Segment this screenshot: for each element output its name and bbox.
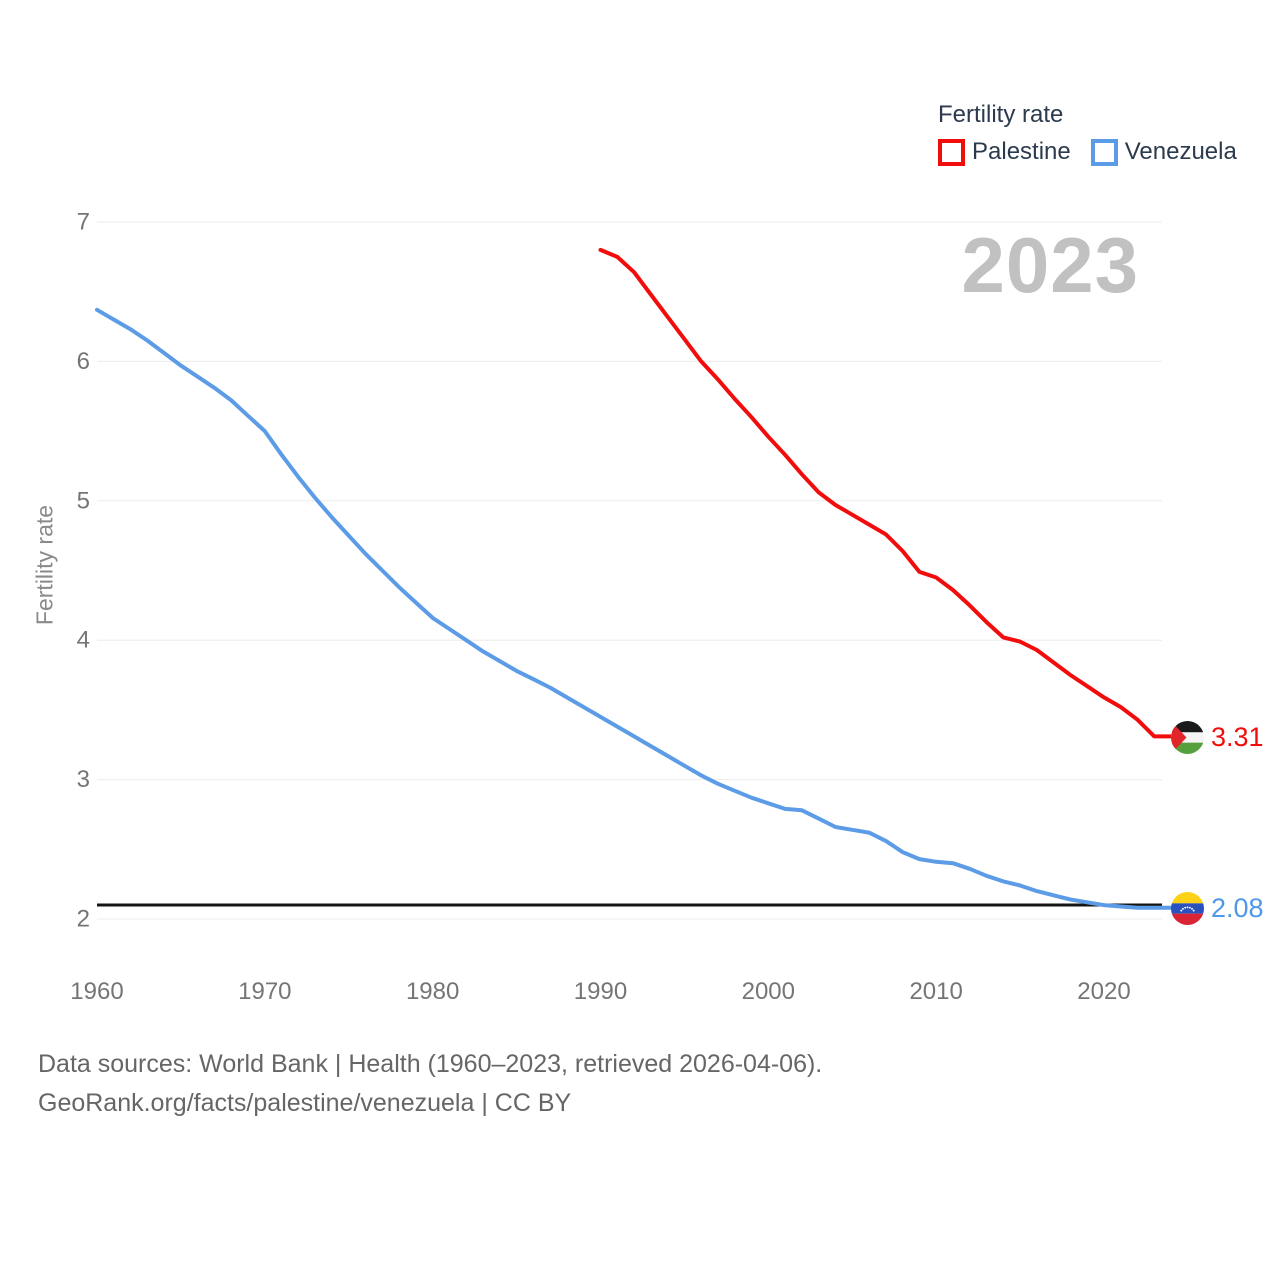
year-watermark: 2023 xyxy=(961,221,1139,309)
palestine-flag-icon xyxy=(1171,720,1204,754)
x-tick-label: 1960 xyxy=(70,978,123,1005)
legend-item-palestine[interactable]: Palestine xyxy=(938,138,1071,166)
legend-title: Fertility rate xyxy=(938,101,1064,128)
x-tick-label: 2020 xyxy=(1077,978,1130,1005)
y-tick-label: 7 xyxy=(77,209,90,236)
y-axis-title: Fertility rate xyxy=(31,504,58,626)
y-tick-label: 4 xyxy=(77,627,90,654)
x-tick-label: 1970 xyxy=(238,978,291,1005)
footer-data-sources: Data sources: World Bank | Health (1960–… xyxy=(38,1050,823,1078)
x-tick-label: 2010 xyxy=(909,978,962,1005)
legend-label-palestine: Palestine xyxy=(972,138,1071,165)
venezuela-swatch-icon xyxy=(1090,138,1118,166)
y-tick-label: 2 xyxy=(77,906,90,933)
palestine-line[interactable] xyxy=(598,247,1176,739)
x-tick-label: 1990 xyxy=(574,978,627,1005)
palestine-end-value: 3.31 xyxy=(1211,721,1264,752)
legend-label-venezuela: Venezuela xyxy=(1124,138,1237,165)
x-tick-label: 1980 xyxy=(406,978,459,1005)
palestine-end-label: 3.31 xyxy=(1171,720,1264,754)
legend-items: Palestine Venezuela xyxy=(938,138,1237,166)
footer: Data sources: World Bank | Health (1960–… xyxy=(38,1045,822,1123)
y-tick-label: 6 xyxy=(77,348,90,375)
x-tick-label: 2000 xyxy=(742,978,795,1005)
venezuela-line[interactable] xyxy=(95,307,1176,910)
y-tick-label: 3 xyxy=(77,766,90,793)
venezuela-end-value: 2.08 xyxy=(1211,892,1264,923)
legend-item-venezuela[interactable]: Venezuela xyxy=(1090,138,1237,166)
venezuela-flag-icon xyxy=(1171,891,1204,925)
venezuela-end-label: 2.08 xyxy=(1171,891,1264,925)
y-tick-label: 5 xyxy=(77,487,90,514)
legend: Fertility rate Palestine Venezuela xyxy=(938,101,1237,166)
footer-attribution: GeoRank.org/facts/palestine/venezuela | … xyxy=(38,1089,572,1117)
palestine-swatch-icon xyxy=(938,138,965,166)
